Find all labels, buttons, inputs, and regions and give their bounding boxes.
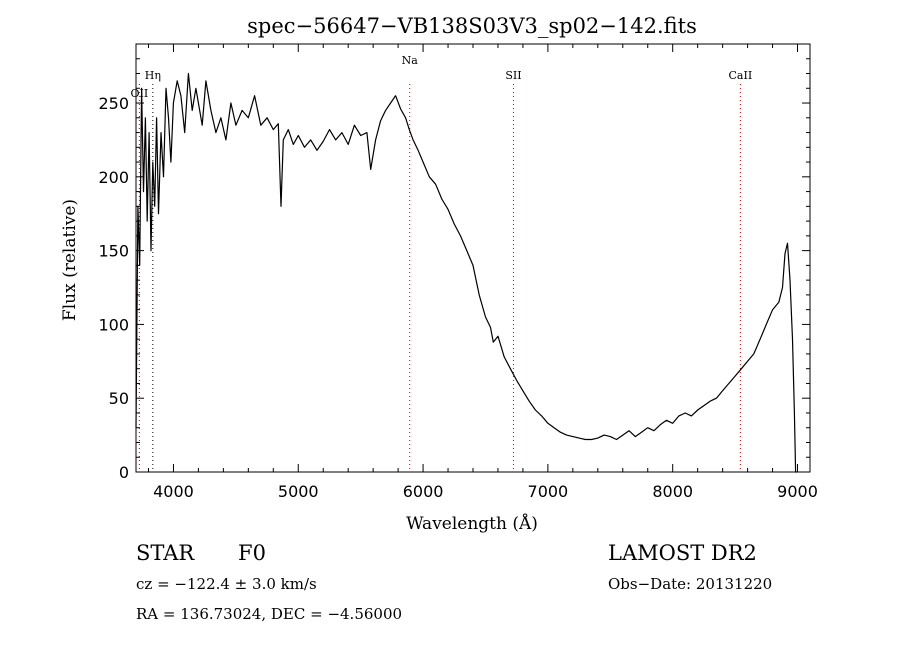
y-tick-label: 50 — [109, 389, 129, 408]
marker-label: OII — [131, 87, 149, 100]
y-tick-label: 250 — [98, 94, 129, 113]
x-tick-label: 7000 — [528, 482, 569, 501]
y-axis-label: Flux (relative) — [60, 199, 80, 321]
y-tick-label: 150 — [98, 242, 129, 261]
redshift-velocity: cz = −122.4 ± 3.0 km/s — [136, 575, 317, 593]
observation-date: Obs−Date: 20131220 — [608, 575, 773, 593]
x-tick-label: 8000 — [652, 482, 693, 501]
x-tick-label: 6000 — [403, 482, 444, 501]
y-tick-label: 100 — [98, 315, 129, 334]
y-tick-label: 0 — [119, 463, 129, 482]
object-subclass: F0 — [238, 541, 266, 565]
coordinates: RA = 136.73024, DEC = −4.56000 — [136, 605, 403, 623]
y-tick-label: 200 — [98, 168, 129, 187]
x-tick-label: 9000 — [777, 482, 818, 501]
plot-frame — [135, 43, 811, 473]
chart-title: spec−56647−VB138S03V3_sp02−142.fits — [247, 14, 697, 38]
x-tick-label: 4000 — [153, 482, 194, 501]
x-axis-label: Wavelength (Å) — [406, 513, 538, 534]
survey-name: LAMOST DR2 — [608, 541, 757, 565]
marker-label: SII — [505, 69, 521, 82]
x-tick-label: 5000 — [278, 482, 319, 501]
spectrum-series-line — [135, 72, 797, 473]
marker-label: CaII — [729, 69, 753, 82]
marker-label: Na — [402, 54, 419, 67]
object-type: STAR — [136, 541, 195, 565]
marker-label: Hη — [145, 69, 161, 82]
